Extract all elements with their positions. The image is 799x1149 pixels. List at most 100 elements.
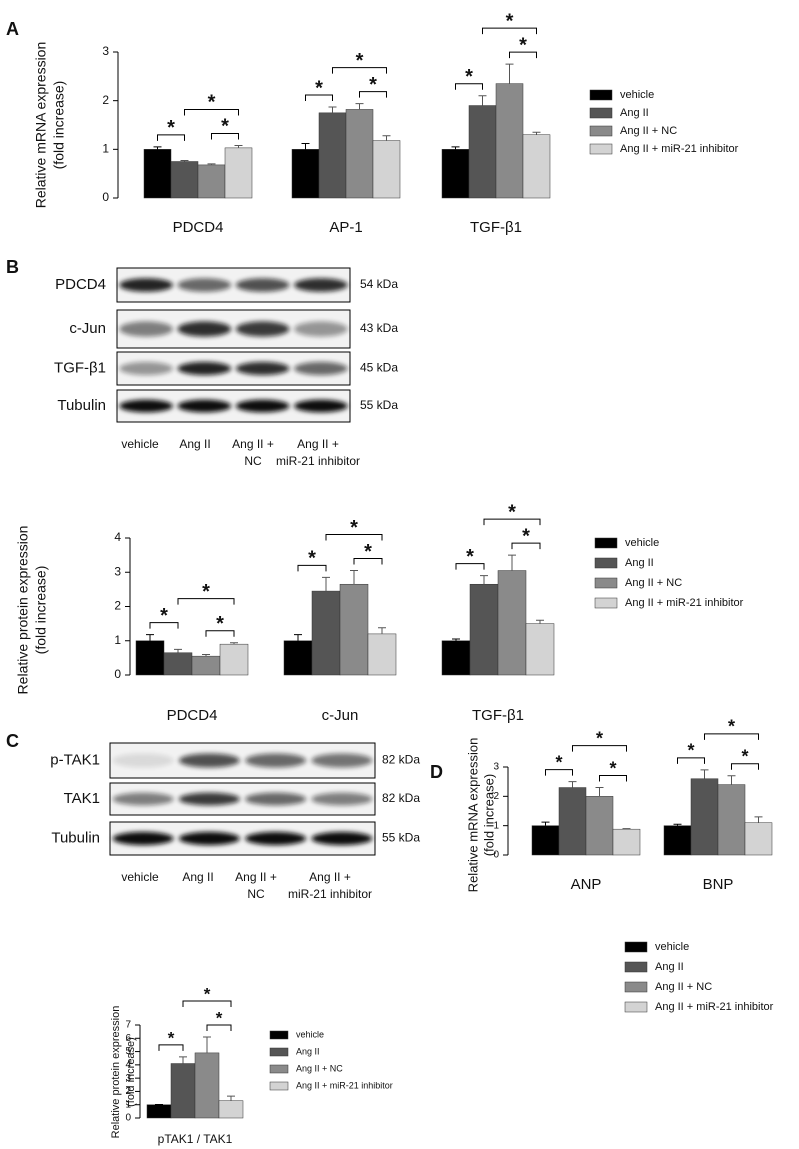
y-axis-label: (fold increase) <box>481 774 496 856</box>
bar <box>441 640 471 676</box>
y-tick-label: 2 <box>114 599 121 613</box>
legend-label: Ang II <box>655 961 684 973</box>
legend-label: Ang II + miR-21 inhibitor <box>655 1001 774 1013</box>
significance-label: * <box>204 984 211 1003</box>
y-tick-label: 0 <box>102 190 109 204</box>
blot-row-label: PDCD4 <box>55 276 106 293</box>
blot-row-label: p-TAK1 <box>50 751 100 768</box>
error-bar <box>328 106 337 113</box>
legend-label: vehicle <box>655 941 689 953</box>
x-tick-label: BNP <box>703 876 734 893</box>
bar <box>318 112 347 199</box>
bar <box>146 1104 172 1119</box>
y-tick-label: 3 <box>493 762 499 773</box>
legend-label: Ang II + miR-21 inhibitor <box>625 597 744 609</box>
error-bar <box>727 775 736 785</box>
legend-label: Ang II + NC <box>625 577 682 589</box>
significance-bracket <box>149 622 179 629</box>
y-tick-label: 3 <box>114 564 121 578</box>
error-bar <box>301 142 310 150</box>
error-bar <box>234 144 243 148</box>
error-bar <box>203 1036 211 1053</box>
legend-label: vehicle <box>296 1029 324 1039</box>
significance-bracket <box>332 67 387 74</box>
x-tick-label: c-Jun <box>322 707 359 724</box>
significance-label: * <box>741 747 748 767</box>
significance-bracket <box>325 534 383 541</box>
legend-label: Ang II <box>620 107 649 119</box>
legend-label: Ang II + miR-21 inhibitor <box>296 1080 393 1090</box>
bar <box>219 643 249 676</box>
blot-band <box>112 831 174 846</box>
y-axis-label: (fold increase) <box>51 81 67 170</box>
blot-band <box>235 278 290 292</box>
significance-label: * <box>364 541 372 563</box>
bar <box>441 149 470 199</box>
blot-band <box>245 831 307 846</box>
legend-swatch <box>594 597 618 609</box>
blot-band <box>235 321 290 337</box>
bar <box>469 583 499 676</box>
y-tick-label: 3 <box>102 44 109 58</box>
error-bar <box>541 821 550 826</box>
significance-bracket <box>677 757 705 764</box>
blot-band <box>294 361 348 376</box>
error-bar <box>505 63 514 84</box>
significance-bracket <box>359 91 387 98</box>
significance-bracket <box>511 542 541 550</box>
legend-swatch <box>594 537 618 549</box>
lane-label: Ang II + <box>235 870 277 884</box>
legend-label: Ang II + NC <box>655 981 712 993</box>
significance-bracket <box>184 108 239 116</box>
legend-label: Ang II + NC <box>296 1063 343 1073</box>
blot-size-label: 43 kDa <box>360 321 398 335</box>
lane-label: Ang II + <box>297 437 339 451</box>
bar <box>339 583 369 676</box>
bar <box>531 825 560 856</box>
error-bar <box>595 787 604 797</box>
blot-band <box>119 278 173 292</box>
error-bar <box>180 160 189 162</box>
y-tick-label: 1 <box>102 142 109 156</box>
x-tick-label: PDCD4 <box>173 219 224 236</box>
blot-band <box>177 361 232 376</box>
y-axis-label: Relative mRNA expression <box>465 738 480 893</box>
y-tick-label: 1 <box>125 1099 131 1110</box>
error-bar <box>568 781 577 788</box>
error-bar <box>322 576 330 592</box>
bar <box>170 161 199 199</box>
y-tick-label: 0 <box>493 850 499 861</box>
error-bar <box>350 570 358 585</box>
legend-label: Ang II <box>625 557 654 569</box>
blot-band <box>112 753 174 768</box>
bar <box>197 164 226 199</box>
lane-label: vehicle <box>121 870 159 884</box>
significance-bracket <box>599 775 627 782</box>
error-bar <box>700 769 709 779</box>
y-axis-label: Relative protein expression <box>15 526 31 695</box>
blot-size-label: 45 kDa <box>360 361 398 375</box>
significance-label: * <box>508 501 516 523</box>
significance-bracket <box>211 132 239 140</box>
blot-size-label: 82 kDa <box>382 791 420 805</box>
blot-size-label: 82 kDa <box>382 753 420 767</box>
y-tick-label: 4 <box>125 1059 131 1070</box>
error-bar <box>754 816 763 823</box>
significance-label: * <box>466 546 474 568</box>
blot-band <box>119 361 173 376</box>
x-tick-label: AP-1 <box>329 219 362 236</box>
bar <box>690 778 719 856</box>
legend-swatch <box>594 557 618 569</box>
lane-label: miR-21 inhibitor <box>288 887 372 901</box>
significance-label: * <box>356 50 364 72</box>
legend-swatch <box>624 961 648 973</box>
legend-swatch <box>269 1064 289 1074</box>
significance-bracket <box>545 769 573 776</box>
bar <box>522 134 551 199</box>
y-tick-label: 3 <box>125 1073 131 1084</box>
y-tick-label: 4 <box>114 530 121 544</box>
blot-band <box>294 399 348 413</box>
significance-bracket <box>353 558 383 565</box>
significance-bracket <box>182 1000 232 1007</box>
significance-label: * <box>202 581 210 603</box>
